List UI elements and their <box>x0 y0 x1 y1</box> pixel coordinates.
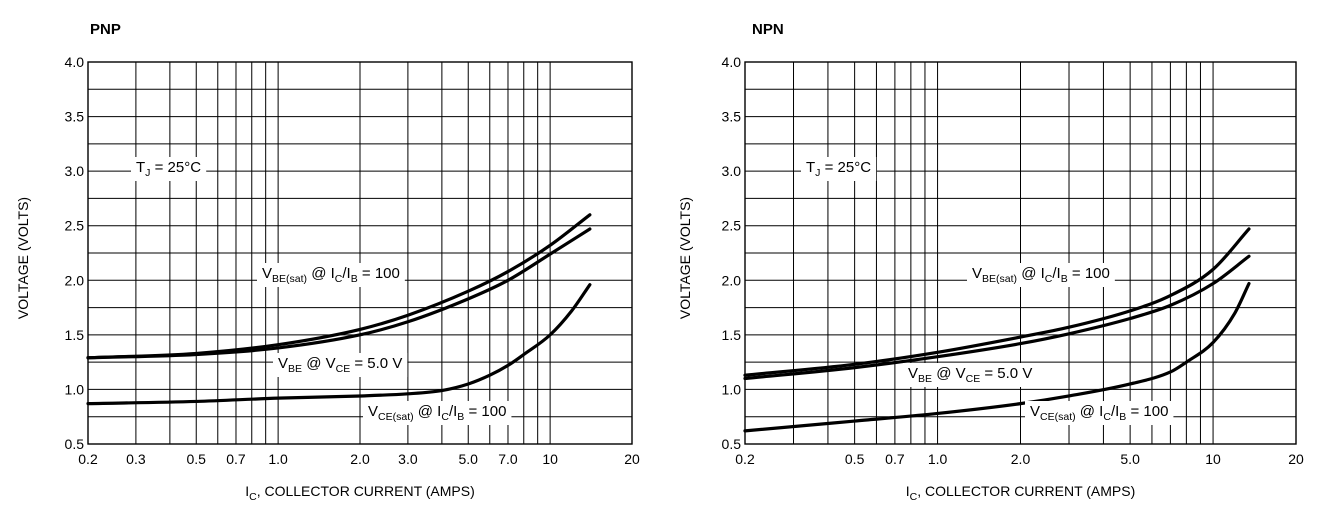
annotation-background <box>273 353 408 377</box>
x-tick-labels: 0.2 0.5 0.7 1.0 2.0 5.0 10 20 <box>735 451 1304 467</box>
x-tick-labels: 0.2 0.3 0.5 0.7 1.0 2.0 3.0 5.0 7.0 10 20 <box>78 451 640 467</box>
annotation-text: VBE @ VCE = 5.0 V <box>278 355 402 375</box>
y-tick-label: 2.5 <box>722 218 742 234</box>
y-axis-label: VOLTAGE (VOLTS) <box>677 197 693 319</box>
annotation-background <box>1025 401 1174 425</box>
series-line-3 <box>743 281 1251 433</box>
y-tick-label: 4.0 <box>722 54 742 70</box>
annotations: TJ = 25°C VBE(sat) @ IC/IB = 100 VBE @ VCE… <box>801 157 1174 425</box>
chart-title: PNP <box>90 21 121 38</box>
x-tick-label: 0.5 <box>845 451 865 467</box>
y-tick-label: 2.0 <box>722 272 742 288</box>
plot-frame <box>87 61 633 445</box>
x-tick-label: 7.0 <box>498 451 518 467</box>
annotation-vcesat: VCE(sat) @ IC/IB = 100 <box>363 401 512 425</box>
y-tick-label: 1.0 <box>65 381 85 397</box>
plot-frame <box>744 61 1297 445</box>
annotation-tj: TJ = 25°C <box>801 157 877 181</box>
series-line-1 <box>743 227 1251 377</box>
annotation-background <box>801 157 877 181</box>
y-tick-label: 2.0 <box>65 272 85 288</box>
x-tick-label: 1.0 <box>268 451 288 467</box>
y-tick-label: 1.5 <box>65 327 85 343</box>
x-tick-label: 20 <box>624 451 640 467</box>
series-group <box>86 213 592 406</box>
annotation-text: VBE(sat) @ IC/IB = 100 <box>972 265 1110 285</box>
y-tick-label: 1.0 <box>722 381 742 397</box>
x-tick-label: 5.0 <box>1120 451 1140 467</box>
annotation-text: VCE(sat) @ IC/IB = 100 <box>1030 403 1168 423</box>
grid-lines <box>87 61 633 445</box>
x-axis-label: IC, COLLECTOR CURRENT (AMPS) <box>245 483 475 503</box>
x-tick-label: 1.0 <box>928 451 948 467</box>
annotation-text: TJ = 25°C <box>136 159 201 179</box>
y-tick-labels: 0.5 1.0 1.5 2.0 2.5 3.0 3.5 4.0 <box>722 54 742 452</box>
y-tick-labels: 0.5 1.0 1.5 2.0 2.5 3.0 3.5 4.0 <box>65 54 85 452</box>
x-tick-label: 10 <box>542 451 558 467</box>
y-tick-label: 1.5 <box>722 327 742 343</box>
y-tick-label: 0.5 <box>65 436 85 452</box>
x-tick-label: 2.0 <box>1011 451 1031 467</box>
y-tick-label: 3.5 <box>65 109 85 125</box>
x-tick-label: 3.0 <box>398 451 418 467</box>
annotation-vbe: VBE @ VCE = 5.0 V <box>273 353 408 377</box>
npn-chart: NPN 0.2 0.5 0.7 1.0 2.0 5.0 10 20 0.51.01.52.02… <box>677 21 1304 503</box>
annotation-vcesat: VCE(sat) @ IC/IB = 100 <box>1025 401 1174 425</box>
annotation-background <box>903 363 1038 387</box>
series-line-2 <box>743 254 1251 381</box>
pnp-chart: PNP 0.2 0.3 0.5 0.7 1.0 2.0 3.0 5.0 7.0 10 20 0.5 1… <box>15 21 640 503</box>
annotation-background <box>131 157 207 181</box>
x-tick-label: 20 <box>1288 451 1304 467</box>
series-line-2 <box>86 227 592 360</box>
x-axis-label: IC, COLLECTOR CURRENT (AMPS) <box>906 483 1136 503</box>
chart-title: NPN <box>752 21 784 38</box>
x-tick-label: 5.0 <box>459 451 479 467</box>
y-tick-label: 3.0 <box>65 163 85 179</box>
y-tick-label: 0.5 <box>722 436 742 452</box>
series-line-3 <box>86 283 592 406</box>
annotation-text: VBE @ VCE = 5.0 V <box>908 365 1032 385</box>
x-tick-label: 0.5 <box>187 451 207 467</box>
y-tick-label: 2.5 <box>65 218 85 234</box>
x-tick-label: 0.2 <box>735 451 755 467</box>
annotation-text: VBE(sat) @ IC/IB = 100 <box>262 265 400 285</box>
x-tick-label: 0.7 <box>885 451 905 467</box>
annotation-vbesat: VBE(sat) @ IC/IB = 100 <box>257 263 405 287</box>
x-tick-label: 0.7 <box>226 451 246 467</box>
x-tick-label: 0.2 <box>78 451 98 467</box>
annotation-background <box>257 263 405 287</box>
annotations: TJ = 25°C VBE(sat) @ IC/IB = 100 VBE @ VCE… <box>131 157 512 425</box>
series-group <box>743 227 1251 433</box>
x-tick-label: 2.0 <box>350 451 370 467</box>
y-tick-label: 4.0 <box>65 54 85 70</box>
annotation-vbesat: VBE(sat) @ IC/IB = 100 <box>967 263 1115 287</box>
annotation-text: TJ = 25°C <box>806 159 871 179</box>
annotation-background <box>967 263 1115 287</box>
x-tick-label: 10 <box>1205 451 1221 467</box>
y-tick-label: 3.0 <box>722 163 742 179</box>
annotation-vbe: VBE @ VCE = 5.0 V <box>903 363 1038 387</box>
annotation-text: VCE(sat) @ IC/IB = 100 <box>368 403 506 423</box>
annotation-tj: TJ = 25°C <box>131 157 207 181</box>
y-axis-label: VOLTAGE (VOLTS) <box>15 197 31 319</box>
y-tick-label: 3.5 <box>722 109 742 125</box>
x-tick-label: 0.3 <box>126 451 146 467</box>
annotation-background <box>363 401 512 425</box>
